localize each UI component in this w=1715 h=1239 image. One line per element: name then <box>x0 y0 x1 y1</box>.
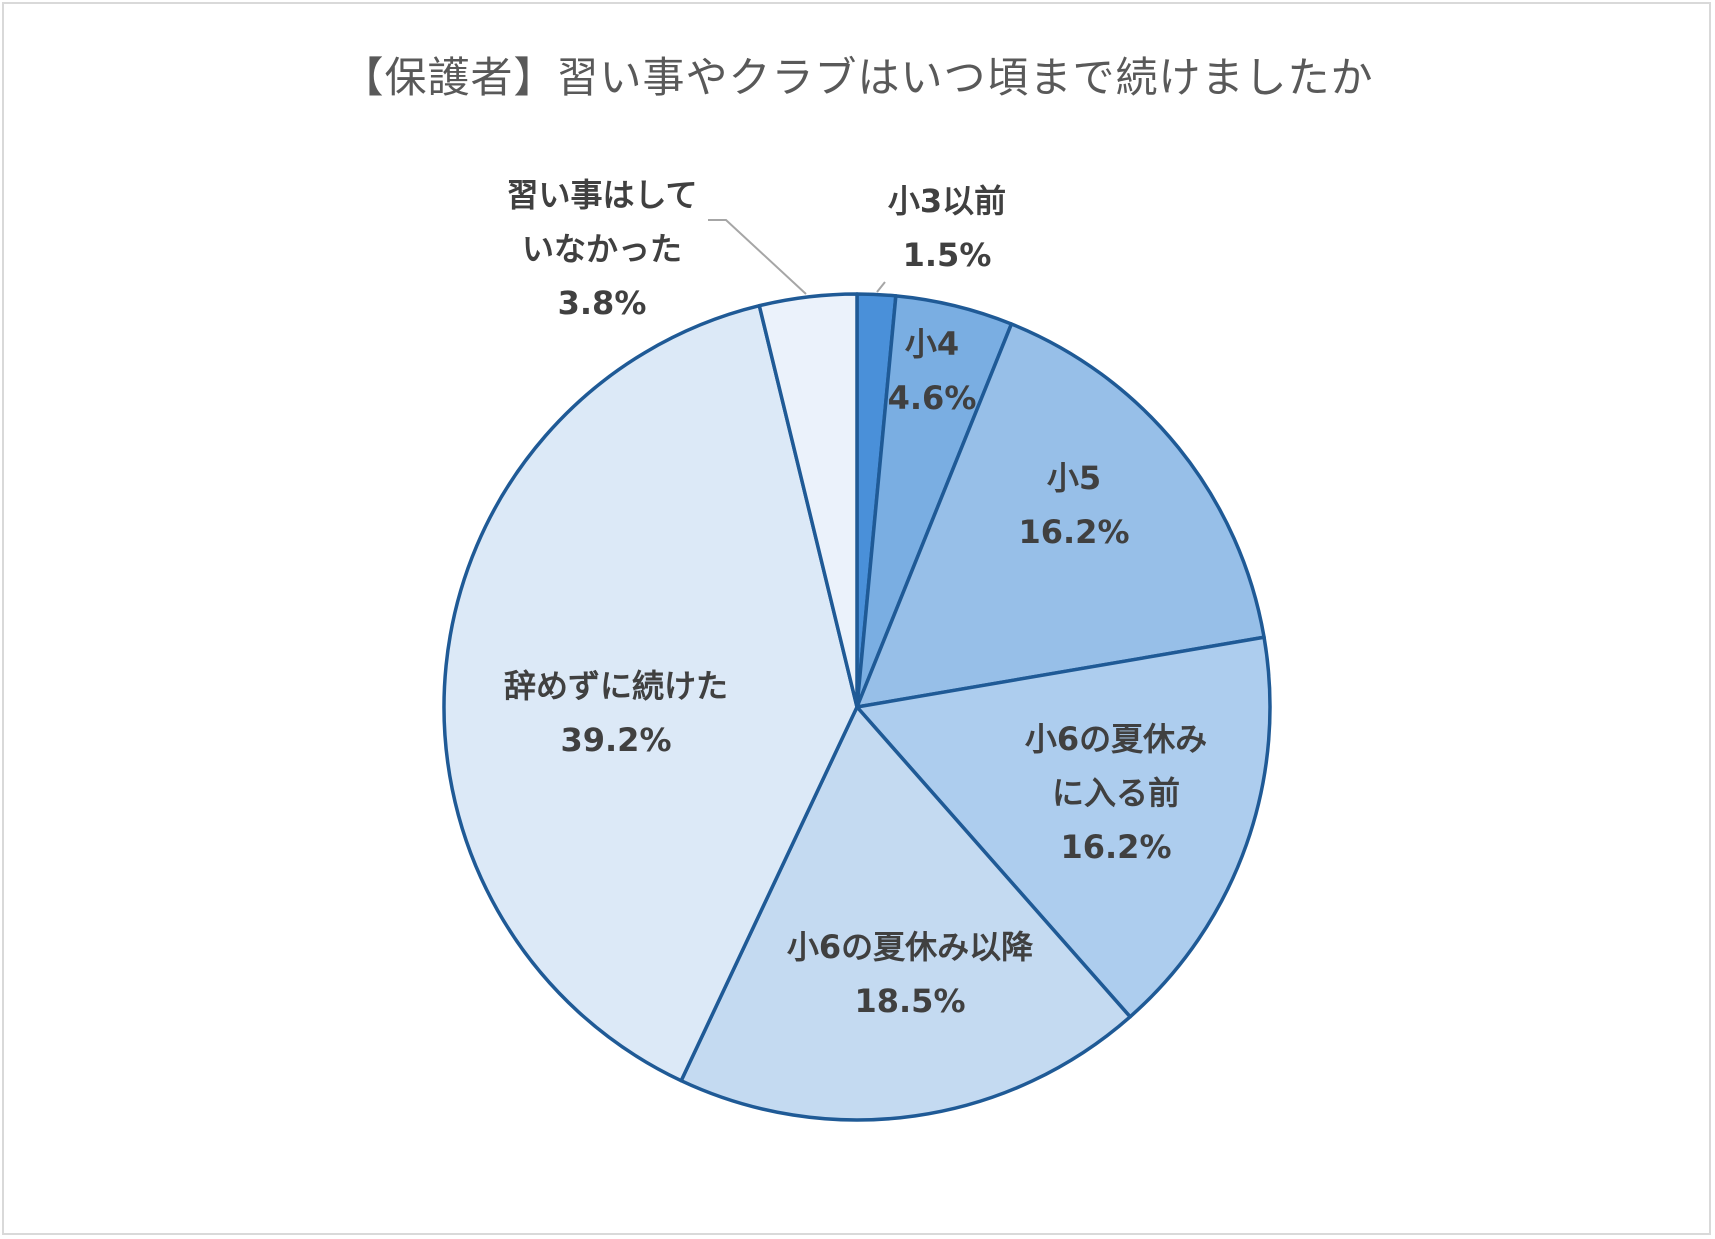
slice-label-3: 小6の夏休みに入る前 16.2% <box>1025 720 1207 866</box>
pie-slice-6 <box>757 292 859 709</box>
pie-slice-5 <box>442 303 859 1083</box>
slice-label-4: 小6の夏休み以降 18.5% <box>787 928 1034 1020</box>
slice-label-6: 習い事はしていなかった 3.8% <box>506 176 697 322</box>
slice-label-0: 小3以前 1.5% <box>888 182 1006 274</box>
leader-line-0 <box>876 281 886 293</box>
pie-slice-3 <box>855 635 1272 1019</box>
pie-slice-2 <box>855 322 1266 709</box>
leader-line-6 <box>708 219 807 295</box>
slice-label-1: 小4 4.6% <box>888 325 977 417</box>
chart-title: 【保護者】習い事やクラブはいつ頃まで続けましたか <box>341 53 1374 102</box>
slice-label-5: 辞めずに続けた 39.2% <box>504 667 728 759</box>
slice-label-2: 小5 16.2% <box>1018 459 1129 551</box>
pie-slice-4 <box>679 705 1132 1122</box>
